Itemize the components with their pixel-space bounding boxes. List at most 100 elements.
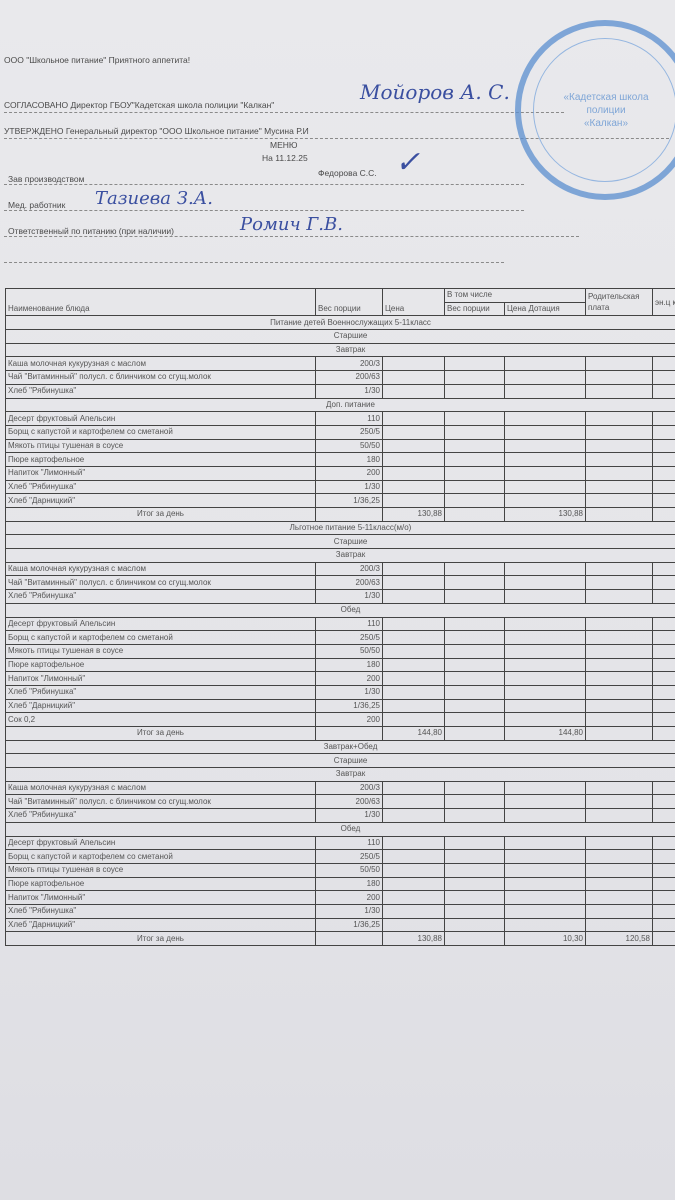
section-label: Льготное питание 5-11класс(м/о): [5, 520, 675, 536]
section-row: Завтрак+Обед: [5, 739, 675, 755]
dish-name: Чай "Витаминный" полусл. с блинчиком со …: [5, 575, 316, 591]
total-inc-weight: [444, 726, 505, 741]
empty-cell: [504, 424, 586, 440]
empty-cell: [504, 876, 586, 892]
empty-cell: [585, 561, 653, 577]
empty-cell: [585, 356, 653, 372]
section-label: Старшие: [5, 329, 675, 344]
dish-name: Мякоть птицы тушеная в соусе: [5, 643, 316, 659]
dish-row: Сок 0,2 200: [5, 712, 675, 727]
dish-weight: 110: [315, 411, 383, 426]
empty-cell: [382, 862, 445, 878]
empty-cell: [652, 630, 675, 645]
empty-cell: [504, 862, 586, 878]
section-row: Завтрак: [5, 548, 675, 563]
empty-cell: [585, 862, 653, 878]
empty-cell: [382, 657, 445, 673]
empty-cell: [444, 589, 505, 604]
section-row: Завтрак: [5, 767, 675, 782]
empty-cell: [585, 370, 653, 385]
dish-name: Мякоть птицы тушеная в соусе: [5, 438, 316, 454]
dish-name: Хлеб "Рябинушка": [5, 903, 316, 919]
dish-weight: 1/36,25: [315, 917, 383, 933]
total-row: Итог за день 130,88 130,88 1: [5, 507, 675, 522]
dish-row: Хлеб "Рябинушка" 1/30: [5, 808, 675, 823]
empty-cell: [585, 876, 653, 892]
total-label: Итог за день: [5, 507, 316, 522]
total-row: Итог за день 144,80 144,80 1: [5, 726, 675, 741]
empty-cell: [382, 712, 445, 727]
dish-weight: 200/63: [315, 794, 383, 810]
dish-weight: 1/36,25: [315, 698, 383, 714]
empty-cell: [444, 493, 505, 508]
section-label: Обед: [5, 602, 675, 618]
col-inc-weight: Вес порции: [444, 301, 505, 317]
empty-cell: [504, 671, 586, 686]
empty-cell: [444, 465, 505, 481]
dish-weight: 200: [315, 712, 383, 727]
dish-row: Пюре картофельное 180: [5, 876, 675, 892]
empty-cell: [444, 890, 505, 905]
dish-weight: 200/3: [315, 356, 383, 372]
empty-cell: [382, 452, 445, 467]
empty-cell: [504, 684, 586, 700]
dish-name: Напиток "Лимонный": [5, 465, 316, 481]
empty-cell: [382, 561, 445, 577]
empty-cell: [652, 643, 675, 659]
dish-name: Хлеб "Рябинушка": [5, 479, 316, 495]
section-label: Доп. питание: [5, 397, 675, 413]
empty-cell: [652, 698, 675, 714]
dish-row: Десерт фруктовый Апельсин 110: [5, 835, 675, 851]
empty-cell: [585, 657, 653, 673]
dish-weight: 200/3: [315, 561, 383, 577]
empty-cell: [444, 561, 505, 577]
total-label: Итог за день: [5, 726, 316, 741]
empty-cell: [585, 808, 653, 823]
dish-name: Борщ с капустой и картофелем со сметаной: [5, 849, 316, 864]
dish-row: Борщ с капустой и картофелем со сметаной…: [5, 849, 675, 864]
empty-cell: [504, 438, 586, 454]
empty-cell: [652, 849, 675, 864]
dish-row: Напиток "Лимонный" 200: [5, 890, 675, 905]
empty-cell: [504, 890, 586, 905]
empty-cell: [652, 575, 675, 591]
empty-cell: [504, 643, 586, 659]
total-parent: [585, 507, 653, 522]
empty-cell: [382, 356, 445, 372]
empty-cell: [504, 794, 586, 810]
dish-weight: 180: [315, 657, 383, 673]
empty-cell: [652, 917, 675, 933]
section-row: Старшие: [5, 329, 675, 344]
empty-cell: [504, 370, 586, 385]
empty-cell: [652, 465, 675, 481]
divider: [4, 138, 669, 139]
responsible-signature: Ромич Г.В.: [240, 214, 343, 235]
total-inc-price: 144,80: [504, 726, 586, 741]
col-including: В том числе: [444, 288, 586, 303]
section-row: Питание детей Военнослужащих 5-11класс: [5, 315, 675, 331]
empty-cell: [382, 479, 445, 495]
total-price: 130,88: [382, 507, 445, 522]
dish-weight: 1/30: [315, 479, 383, 495]
empty-cell: [382, 835, 445, 851]
col-parent: Родительская плата: [585, 287, 653, 317]
section-label: Завтрак: [5, 767, 675, 782]
dish-row: Хлеб "Дарницкий" 1/36,25: [5, 917, 675, 933]
empty-cell: [585, 452, 653, 467]
empty-cell: [382, 575, 445, 591]
dish-weight: 1/30: [315, 903, 383, 919]
empty-cell: [652, 424, 675, 440]
dish-name: Борщ с капустой и картофелем со сметаной: [5, 630, 316, 645]
dish-row: Хлеб "Рябинушка" 1/30: [5, 589, 675, 604]
empty-cell: [652, 890, 675, 905]
empty-cell: [585, 780, 653, 796]
empty-cell: [585, 411, 653, 426]
dish-weight: 250/5: [315, 849, 383, 864]
dish-row: Борщ с капустой и картофелем со сметаной…: [5, 630, 675, 645]
empty-cell: [652, 876, 675, 892]
empty-cell: [504, 835, 586, 851]
empty-cell: [504, 616, 586, 632]
dish-name: Каша молочная кукурузная с маслом: [5, 561, 316, 577]
dish-weight: 1/30: [315, 684, 383, 700]
dish-row: Чай "Витаминный" полусл. с блинчиком со …: [5, 370, 675, 385]
